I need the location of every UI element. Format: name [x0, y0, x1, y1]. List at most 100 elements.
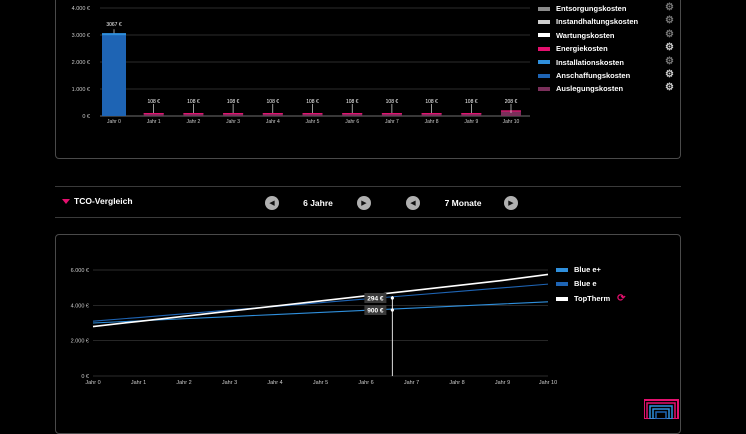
x-tick-label: Jahr 10 — [539, 380, 557, 386]
x-tick-label: Jahr 2 — [176, 380, 191, 386]
x-tick-label: Jahr 5 — [306, 119, 320, 125]
legend-swatch — [538, 73, 550, 78]
y-tick-label: 1.000 € — [72, 87, 90, 93]
bar-segment — [183, 113, 204, 115]
gear-icon[interactable]: ⚙ — [665, 55, 674, 67]
legend-item[interactable]: Instandhaltungskosten — [538, 17, 638, 26]
bar-value-label: 108 € — [227, 99, 240, 105]
legend-swatch — [538, 60, 550, 65]
marker-point — [390, 296, 394, 300]
legend-swatch — [538, 86, 550, 91]
x-tick-label: Jahr 7 — [385, 119, 399, 125]
bar[interactable] — [342, 113, 363, 116]
legend-item[interactable]: Blue e — [556, 279, 597, 288]
months-decrement-button[interactable]: ◀ — [406, 196, 420, 210]
legend-swatch — [538, 19, 550, 24]
gear-icon[interactable]: ⚙ — [665, 15, 674, 27]
x-tick-label: Jahr 5 — [313, 380, 328, 386]
legend-item[interactable]: Installationskosten — [538, 58, 624, 67]
legend-swatch — [556, 296, 568, 301]
annotation-label: 900 € — [367, 308, 384, 315]
legend-swatch — [556, 267, 568, 272]
bar-value-label: 108 € — [267, 99, 280, 105]
refresh-icon[interactable]: ⟳ — [617, 293, 626, 304]
legend-item[interactable]: Energiekosten — [538, 44, 608, 53]
y-tick-label: 2.000 € — [71, 339, 89, 345]
x-tick-label: Jahr 0 — [107, 119, 121, 125]
legend-item[interactable]: Wartungskosten — [538, 31, 614, 40]
bar-value-label: 108 € — [386, 99, 399, 105]
months-value: 7 Monate — [444, 198, 482, 208]
y-tick-label: 2.000 € — [72, 60, 90, 66]
gear-icon[interactable]: ⚙ — [665, 28, 674, 40]
bar-value-label: 108 € — [346, 99, 359, 105]
legend-label: Blue e+ — [574, 265, 601, 274]
gear-icon[interactable]: ⚙ — [665, 2, 674, 13]
legend-swatch — [538, 6, 550, 11]
legend-item[interactable]: Anschaffungskosten — [538, 71, 630, 80]
x-tick-label: Jahr 2 — [186, 119, 200, 125]
bar-segment — [421, 113, 442, 115]
legend-swatch — [538, 33, 550, 38]
legend-item[interactable]: TopTherm ⟳ — [556, 293, 626, 304]
legend-label: Energiekosten — [556, 44, 608, 54]
legend-label: Wartungskosten — [556, 30, 615, 40]
years-increment-button[interactable]: ▶ — [357, 196, 371, 210]
legend-swatch — [556, 281, 568, 286]
series-line — [92, 273, 549, 328]
legend-label: Installationskosten — [556, 57, 624, 67]
bar[interactable] — [302, 113, 323, 116]
legend-item[interactable]: Blue e+ — [556, 265, 601, 274]
bar-segment — [342, 113, 363, 115]
bar-segment — [102, 33, 126, 36]
months-increment-button[interactable]: ▶ — [504, 196, 518, 210]
y-tick-label: 3.000 € — [72, 33, 90, 39]
bar[interactable] — [461, 113, 482, 116]
annotation-box — [364, 305, 387, 315]
chevron-left-icon: ◀ — [410, 200, 416, 207]
brand-logo — [644, 399, 679, 419]
bar[interactable] — [381, 113, 402, 116]
legend-item[interactable]: Auslegungskosten — [538, 84, 623, 93]
bar[interactable] — [421, 113, 442, 116]
bar[interactable] — [262, 113, 283, 116]
bar-value-label: 108 € — [425, 99, 438, 105]
collapse-triangle-icon — [62, 198, 70, 204]
legend-item[interactable]: Entsorgungskosten — [538, 4, 626, 13]
x-tick-label: Jahr 7 — [404, 380, 419, 386]
chevron-right-icon: ▶ — [508, 200, 514, 207]
x-tick-label: Jahr 4 — [266, 119, 280, 125]
tco-toggle[interactable]: TCO-Vergleich — [62, 196, 133, 206]
bar[interactable] — [501, 110, 521, 116]
bar-value-label: 108 € — [147, 99, 160, 105]
bar[interactable] — [143, 113, 164, 116]
x-tick-label: Jahr 1 — [147, 119, 161, 125]
x-tick-label: Jahr 6 — [345, 119, 359, 125]
x-tick-label: Jahr 9 — [495, 380, 510, 386]
x-tick-label: Jahr 8 — [425, 119, 439, 125]
y-tick-label: 4.000 € — [72, 6, 90, 12]
y-tick-label: 0 € — [81, 374, 89, 380]
y-tick-label: 4.000 € — [71, 303, 89, 309]
legend-swatch — [538, 46, 550, 51]
bar-segment — [461, 113, 482, 115]
bar-value-label: 108 € — [306, 99, 319, 105]
cost-bar-chart: 4.000 € 3.000 € 2.000 € 1.000 € 0 € 3067 € Ja… — [72, 6, 530, 125]
tco-line-chart: 6.000 € 4.000 € 2.000 € 0 €Jahr 0 Jahr 1 Jahr… — [71, 268, 558, 386]
x-tick-label: Jahr 9 — [464, 119, 478, 125]
bar[interactable] — [102, 33, 126, 116]
gear-icon[interactable]: ⚙ — [665, 42, 674, 54]
chevron-right-icon: ▶ — [361, 200, 367, 207]
years-decrement-button[interactable]: ◀ — [265, 196, 279, 210]
legend-label: Auslegungskosten — [556, 84, 624, 94]
gear-icon[interactable]: ⚙ — [665, 69, 674, 80]
bar[interactable] — [183, 113, 204, 116]
x-tick-label: Jahr 6 — [358, 380, 373, 386]
bar-segment — [223, 113, 244, 115]
gear-icon[interactable]: ⚙ — [665, 82, 674, 94]
legend-label: Blue e — [574, 279, 597, 288]
bar-value-label: 108 € — [465, 99, 478, 105]
bar-value-label: 108 € — [187, 99, 200, 105]
x-tick-label: Jahr 1 — [131, 380, 146, 386]
bar[interactable] — [223, 113, 244, 116]
